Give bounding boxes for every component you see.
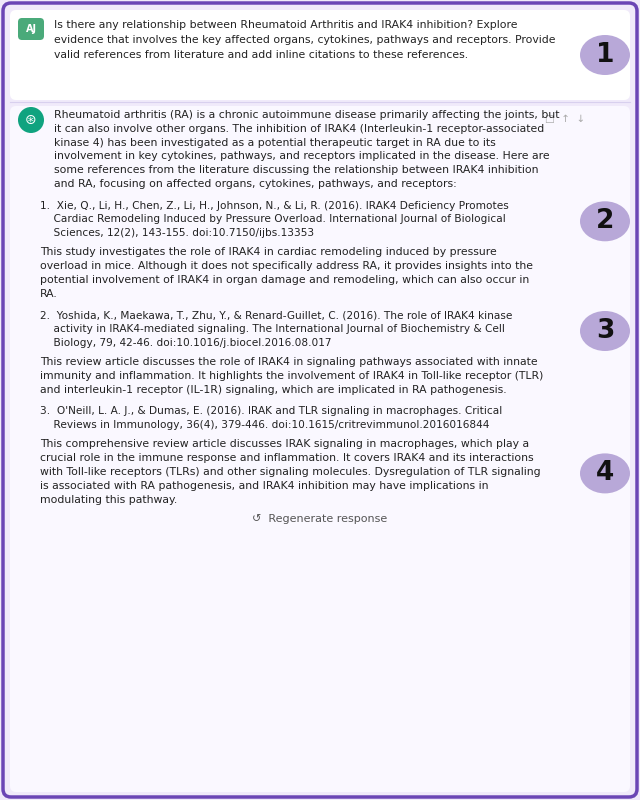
Text: Rheumatoid arthritis (RA) is a chronic autoimmune disease primarily affecting th: Rheumatoid arthritis (RA) is a chronic a… — [54, 110, 559, 120]
Text: crucial role in the immune response and inflammation. It covers IRAK4 and its in: crucial role in the immune response and … — [40, 454, 534, 463]
Text: involvement in key cytokines, pathways, and receptors implicated in the disease.: involvement in key cytokines, pathways, … — [54, 151, 550, 162]
Text: immunity and inflammation. It highlights the involvement of IRAK4 in Toll-like r: immunity and inflammation. It highlights… — [40, 371, 543, 381]
Text: with Toll-like receptors (TLRs) and other signaling molecules. Dysregulation of : with Toll-like receptors (TLRs) and othe… — [40, 467, 541, 477]
FancyBboxPatch shape — [18, 18, 44, 40]
Text: 2.  Yoshida, K., Maekawa, T., Zhu, Y., & Renard-Guillet, C. (2016). The role of : 2. Yoshida, K., Maekawa, T., Zhu, Y., & … — [40, 310, 513, 321]
Ellipse shape — [580, 454, 630, 494]
Text: This comprehensive review article discusses IRAK signaling in macrophages, which: This comprehensive review article discus… — [40, 439, 529, 450]
Text: 1: 1 — [596, 42, 614, 68]
Text: some references from the literature discussing the relationship between IRAK4 in: some references from the literature disc… — [54, 166, 538, 175]
Text: Sciences, 12(2), 143-155. doi:10.7150/ijbs.13353: Sciences, 12(2), 143-155. doi:10.7150/ij… — [40, 228, 314, 238]
Ellipse shape — [580, 35, 630, 75]
Text: activity in IRAK4-mediated signaling. The International Journal of Biochemistry : activity in IRAK4-mediated signaling. Th… — [40, 324, 505, 334]
Ellipse shape — [580, 311, 630, 351]
Circle shape — [18, 107, 44, 133]
FancyBboxPatch shape — [10, 10, 630, 100]
Text: potential involvement of IRAK4 in organ damage and remodeling, which can also oc: potential involvement of IRAK4 in organ … — [40, 275, 529, 285]
Text: ⊛: ⊛ — [25, 113, 37, 127]
Text: Cardiac Remodeling Induced by Pressure Overload. International Journal of Biolog: Cardiac Remodeling Induced by Pressure O… — [40, 214, 506, 224]
Text: 2: 2 — [596, 208, 614, 234]
Text: 3: 3 — [596, 318, 614, 344]
Text: 3.  O'Neill, L. A. J., & Dumas, E. (2016). IRAK and TLR signaling in macrophages: 3. O'Neill, L. A. J., & Dumas, E. (2016)… — [40, 406, 502, 417]
FancyBboxPatch shape — [10, 106, 630, 792]
Ellipse shape — [580, 202, 630, 242]
Text: Biology, 79, 42-46. doi:10.1016/j.biocel.2016.08.017: Biology, 79, 42-46. doi:10.1016/j.biocel… — [40, 338, 332, 347]
Text: it can also involve other organs. The inhibition of IRAK4 (Interleukin-1 recepto: it can also involve other organs. The in… — [54, 124, 544, 134]
Text: This review article discusses the role of IRAK4 in signaling pathways associated: This review article discusses the role o… — [40, 357, 538, 367]
Text: □  ↑  ↓: □ ↑ ↓ — [545, 114, 585, 124]
Text: 4: 4 — [596, 461, 614, 486]
Text: RA.: RA. — [40, 289, 58, 298]
Text: kinase 4) has been investigated as a potential therapeutic target in RA due to i: kinase 4) has been investigated as a pot… — [54, 138, 496, 147]
Text: This study investigates the role of IRAK4 in cardiac remodeling induced by press: This study investigates the role of IRAK… — [40, 247, 497, 258]
Text: ↺  Regenerate response: ↺ Regenerate response — [252, 514, 388, 525]
Text: Is there any relationship between Rheumatoid Arthritis and IRAK4 inhibition? Exp: Is there any relationship between Rheuma… — [54, 20, 556, 60]
Text: overload in mice. Although it does not specifically address RA, it provides insi: overload in mice. Although it does not s… — [40, 261, 533, 271]
Text: AJ: AJ — [26, 24, 36, 34]
FancyBboxPatch shape — [3, 3, 637, 797]
Text: is associated with RA pathogenesis, and IRAK4 inhibition may have implications i: is associated with RA pathogenesis, and … — [40, 481, 488, 491]
Text: and RA, focusing on affected organs, cytokines, pathways, and receptors:: and RA, focusing on affected organs, cyt… — [54, 179, 457, 189]
Text: modulating this pathway.: modulating this pathway. — [40, 494, 177, 505]
Text: Reviews in Immunology, 36(4), 379-446. doi:10.1615/critrevimmunol.2016016844: Reviews in Immunology, 36(4), 379-446. d… — [40, 420, 490, 430]
Text: 1.  Xie, Q., Li, H., Chen, Z., Li, H., Johnson, N., & Li, R. (2016). IRAK4 Defic: 1. Xie, Q., Li, H., Chen, Z., Li, H., Jo… — [40, 201, 509, 211]
Text: and interleukin-1 receptor (IL-1R) signaling, which are implicated in RA pathoge: and interleukin-1 receptor (IL-1R) signa… — [40, 385, 507, 394]
